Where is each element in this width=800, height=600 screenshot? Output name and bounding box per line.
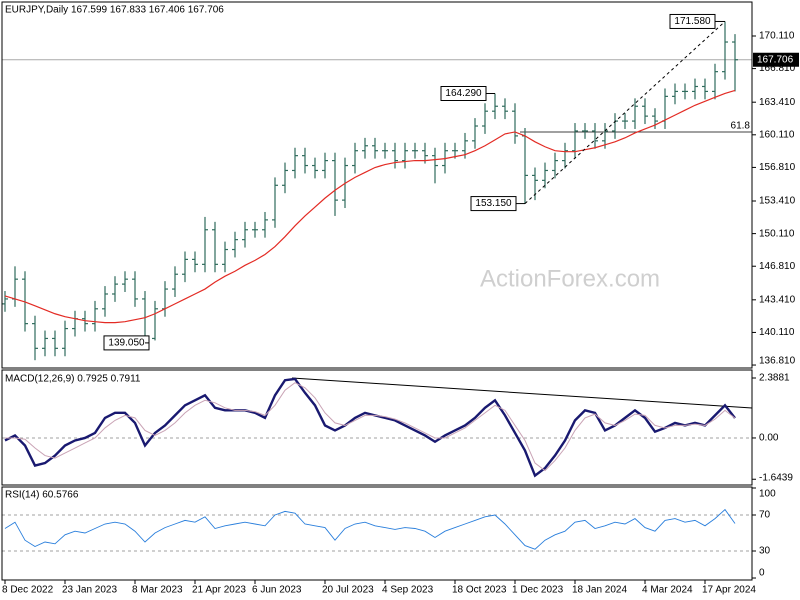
panel-frame <box>1 1 753 369</box>
y-tick-label: 140.110 <box>759 327 795 338</box>
y-tick-label: 146.810 <box>759 261 796 272</box>
x-tick-label: 1 Dec 2023 <box>512 585 564 596</box>
signal-line <box>5 382 736 472</box>
rsi-line <box>4 508 736 550</box>
y-tick-label: -1.6439 <box>759 473 793 484</box>
x-tick-label: 8 Mar 2023 <box>132 585 183 596</box>
panel-frame <box>1 486 753 581</box>
x-tick-label: 4 Mar 2024 <box>642 585 693 596</box>
y-tick-label: 0.00 <box>759 433 779 444</box>
annotation-label: 164.290 <box>445 88 482 99</box>
macd-trendline <box>291 377 753 409</box>
y-tick-label: 100 <box>759 489 776 500</box>
annotation-label: 153.150 <box>475 198 512 209</box>
x-tick-label: 4 Sep 2023 <box>382 585 434 596</box>
price-marker-label: 167.706 <box>757 54 794 65</box>
y-tick-label: 2.3881 <box>759 373 790 384</box>
x-tick-label: 20 Jul 2023 <box>322 585 374 596</box>
price-marker <box>753 52 799 67</box>
x-tick-label: 17 Apr 2024 <box>702 585 756 596</box>
x-tick-label: 18 Jan 2024 <box>572 585 627 596</box>
macd-title: MACD(12,26,9) 0.7925 0.7911 <box>5 374 141 385</box>
rsi-title: RSI(14) 60.5766 <box>5 490 79 501</box>
y-tick-label: 70 <box>759 510 771 521</box>
y-tick-label: 150.110 <box>759 228 795 239</box>
x-tick-label: 23 Jan 2023 <box>62 585 117 596</box>
y-tick-label: 153.410 <box>759 196 796 207</box>
annotation-label: 171.580 <box>674 16 711 27</box>
y-tick-label: 160.110 <box>759 129 795 140</box>
moving-average <box>4 89 736 324</box>
x-tick-label: 21 Apr 2023 <box>192 585 246 596</box>
y-tick-label: 163.410 <box>759 97 796 108</box>
y-tick-label: 30 <box>759 546 771 557</box>
y-tick-label: 170.110 <box>759 31 795 42</box>
y-tick-label: 136.810 <box>759 356 796 367</box>
macd-line <box>4 377 736 478</box>
panel-frame <box>1 369 753 486</box>
price-title: EURJPY,Daily 167.599 167.833 167.406 167… <box>5 5 224 16</box>
x-tick-label: 6 Jun 2023 <box>252 585 302 596</box>
y-tick-label: 166.810 <box>759 63 796 74</box>
watermark: ActionForex.com <box>480 265 660 292</box>
y-tick-label: 143.410 <box>759 294 796 305</box>
x-tick-label: 18 Oct 2023 <box>452 585 507 596</box>
y-tick-label: 156.810 <box>759 162 796 173</box>
x-tick-label: 8 Dec 2022 <box>2 585 54 596</box>
annotation-label: 139.050 <box>108 338 145 349</box>
y-tick-label: 0 <box>759 568 765 579</box>
fib-label: 61.8 <box>731 121 751 132</box>
